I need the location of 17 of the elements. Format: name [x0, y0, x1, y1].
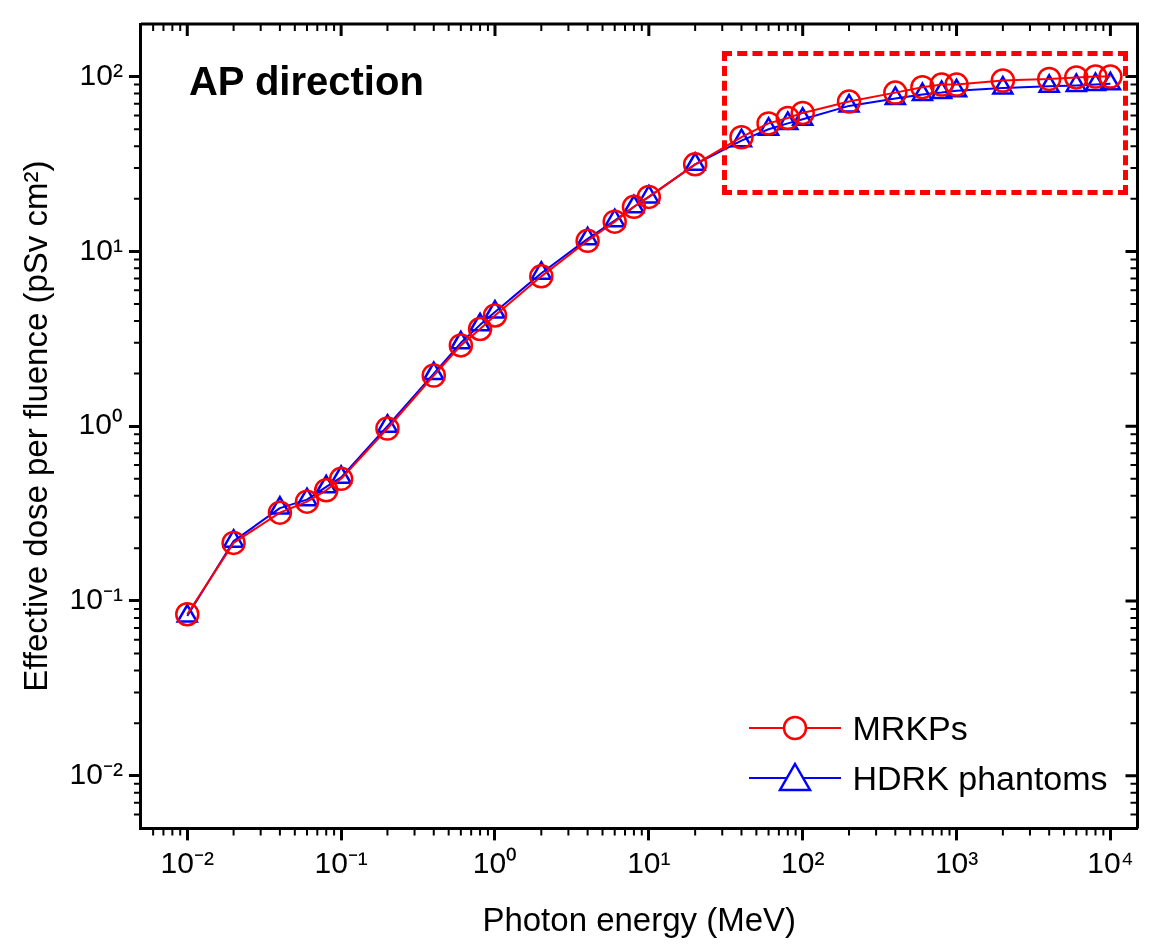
- y-tick-label: 10⁻¹: [69, 582, 123, 616]
- y-axis-title: Effective dose per fluence (pSv cm²): [16, 160, 54, 692]
- y-tick-label: 10⁰: [78, 407, 123, 441]
- legend-label: HDRK phantoms: [852, 758, 1108, 798]
- y-tick-label: 10⁻²: [69, 757, 123, 791]
- x-tick-label: 10²: [781, 845, 825, 879]
- x-tick-label: 10⁻¹: [314, 845, 368, 879]
- legend-label: MRKPs: [852, 708, 968, 748]
- x-tick-label: 10⁰: [472, 845, 518, 879]
- x-tick-label: 10⁻²: [160, 845, 214, 879]
- y-tick-label: 10¹: [79, 232, 123, 266]
- y-tick-label: 10²: [79, 57, 123, 91]
- x-axis-title: Photon energy (MeV): [482, 901, 797, 939]
- x-tick-label: 10¹: [627, 845, 671, 879]
- x-tick-label: 10³: [934, 845, 979, 879]
- text: AP direction: [188, 59, 424, 104]
- x-tick-label: 10⁴: [1087, 845, 1134, 879]
